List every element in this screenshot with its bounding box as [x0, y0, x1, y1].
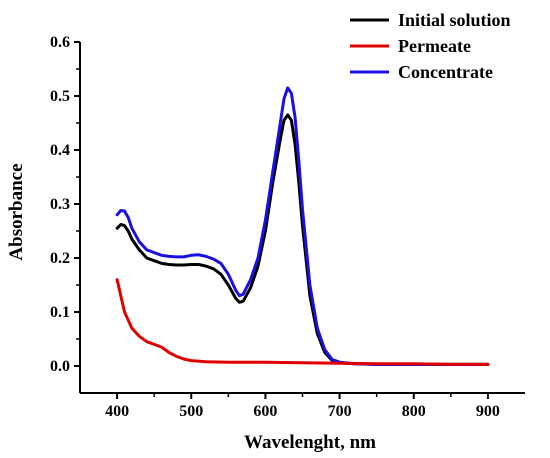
y-axis-title: Absorbance — [6, 163, 27, 260]
y-tick-label: 0.2 — [50, 250, 70, 267]
y-tick-label: 0.0 — [50, 358, 70, 375]
series-line-1 — [115, 113, 490, 366]
y-tick-label: 0.4 — [50, 142, 70, 159]
series-line-3 — [115, 86, 490, 366]
y-ticks: 0.0 0.1 0.2 0.3 0.4 0.5 0.6 — [50, 34, 80, 375]
x-tick-label: 900 — [476, 403, 500, 420]
x-ticks: 400 500 600 700 800 900 — [105, 393, 500, 420]
x-tick-label: 800 — [402, 403, 426, 420]
legend-label: Permeate — [398, 36, 471, 56]
legend-label: Concentrate — [398, 62, 493, 82]
x-axis-title: Wavelenght, nm — [244, 432, 376, 453]
x-tick-label: 700 — [328, 403, 352, 420]
legend: Initial solution Permeate Concentrate — [350, 10, 511, 82]
series-lines — [115, 86, 490, 366]
x-tick-label: 500 — [179, 403, 203, 420]
y-tick-label: 0.3 — [50, 196, 70, 213]
x-tick-label: 600 — [253, 403, 277, 420]
y-tick-label: 0.1 — [50, 304, 70, 321]
y-tick-label: 0.5 — [50, 88, 70, 105]
x-tick-label: 400 — [105, 403, 129, 420]
y-tick-label: 0.6 — [50, 34, 70, 51]
series-line-2 — [115, 278, 490, 366]
legend-label: Initial solution — [398, 10, 511, 30]
